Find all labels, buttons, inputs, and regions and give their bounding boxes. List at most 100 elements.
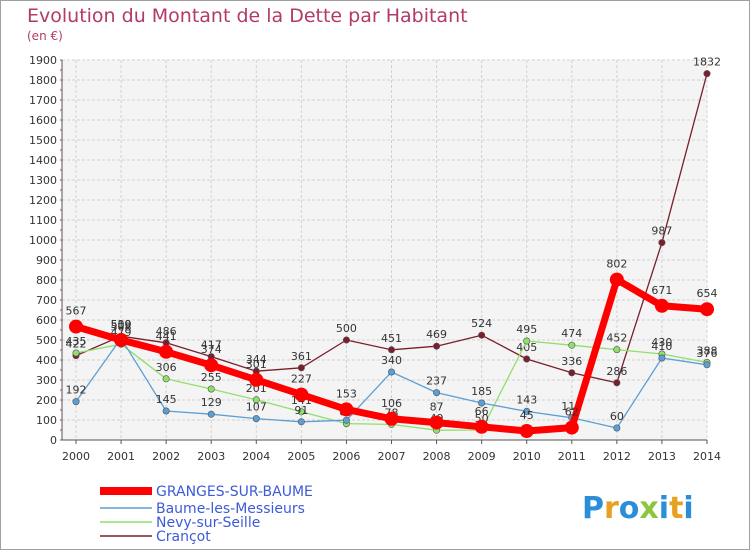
data-point-1 (658, 354, 666, 362)
data-label-2: 388 (697, 344, 718, 357)
data-point-1 (478, 399, 486, 407)
data-point-0 (564, 420, 579, 435)
data-point-0 (339, 402, 354, 417)
data-point-1 (252, 415, 260, 423)
data-label-1: 91 (294, 404, 308, 417)
data-point-3 (342, 336, 350, 344)
data-label-3: 451 (381, 332, 402, 345)
y-tick-label: 1900 (29, 54, 57, 67)
y-tick-label: 100 (36, 414, 57, 427)
y-tick-label: 900 (36, 254, 57, 267)
data-label-3: 500 (336, 322, 357, 335)
legend-label-1: Baume-les-Messieurs (156, 501, 305, 517)
data-label-2: 430 (651, 336, 672, 349)
brand-letter: i (683, 491, 693, 526)
data-point-1 (387, 368, 395, 376)
y-tick-label: 300 (36, 374, 57, 387)
chart-title: Evolution du Montant de la Dette par Hab… (27, 5, 468, 27)
x-tick-label: 2014 (693, 450, 721, 463)
data-label-0: 66 (475, 405, 489, 418)
data-label-1: 185 (471, 385, 492, 398)
y-tick-label: 600 (36, 314, 57, 327)
data-point-1 (703, 361, 711, 369)
data-label-0: 301 (246, 358, 267, 371)
data-point-0 (114, 333, 129, 347)
y-tick-label: 1200 (29, 194, 57, 207)
legend-label-2: Nevy-sur-Seille (156, 515, 260, 531)
data-label-1: 237 (426, 375, 447, 388)
data-point-2 (162, 375, 170, 383)
data-point-1 (613, 424, 621, 432)
y-tick-label: 0 (50, 434, 57, 447)
data-point-3 (523, 355, 531, 363)
data-point-2 (297, 408, 305, 416)
brand-letter: x (639, 491, 658, 526)
y-tick-label: 1000 (29, 234, 57, 247)
data-label-2: 306 (156, 361, 177, 374)
data-point-3 (658, 239, 666, 247)
y-tick-label: 1300 (29, 174, 57, 187)
data-label-0: 441 (156, 330, 177, 343)
y-tick-label: 400 (36, 354, 57, 367)
data-point-2 (252, 396, 260, 404)
x-tick-label: 2008 (423, 450, 451, 463)
y-unit-label: (en €) (27, 29, 63, 43)
data-point-0 (294, 387, 309, 402)
brand-logo: Proxiti (582, 491, 694, 526)
data-label-0: 45 (520, 409, 534, 422)
x-tick-label: 2011 (558, 450, 586, 463)
x-tick-label: 2009 (468, 450, 496, 463)
data-point-0 (249, 372, 264, 387)
y-tick-label: 700 (36, 294, 57, 307)
y-tick-label: 1700 (29, 94, 57, 107)
data-point-3 (433, 342, 441, 350)
y-tick-label: 1400 (29, 154, 57, 167)
y-tick-label: 200 (36, 394, 57, 407)
data-point-3 (568, 369, 576, 377)
data-point-2 (72, 349, 80, 357)
data-label-0: 567 (66, 305, 87, 318)
x-tick-label: 2004 (242, 450, 270, 463)
data-label-1: 60 (610, 410, 624, 423)
data-point-0 (654, 298, 669, 313)
data-label-0: 87 (430, 401, 444, 414)
data-label-1: 340 (381, 354, 402, 367)
data-point-1 (162, 407, 170, 415)
data-point-3 (478, 331, 486, 339)
data-label-1: 107 (246, 401, 267, 414)
x-tick-label: 2012 (603, 450, 631, 463)
data-point-3 (703, 70, 711, 78)
data-label-0: 671 (651, 284, 672, 297)
data-label-3: 469 (426, 328, 447, 341)
brand-letter: r (604, 491, 619, 526)
y-tick-label: 1500 (29, 134, 57, 147)
data-point-3 (387, 346, 395, 354)
data-label-3: 987 (651, 225, 672, 238)
data-label-1: 129 (201, 396, 222, 409)
data-point-2 (613, 346, 621, 354)
data-label-3: 524 (471, 317, 492, 330)
data-point-0 (429, 415, 444, 430)
data-point-1 (342, 416, 350, 424)
x-tick-label: 2000 (62, 450, 90, 463)
brand-letter: P (582, 491, 604, 526)
data-label-1: 410 (651, 340, 672, 353)
data-point-0 (159, 344, 174, 359)
data-label-3: 519 (111, 318, 132, 331)
legend-label-0: GRANGES-SUR-BAUME (156, 484, 313, 500)
y-tick-label: 800 (36, 274, 57, 287)
brand-letter: i (659, 491, 669, 526)
data-label-3: 486 (156, 325, 177, 338)
data-label-1: 192 (66, 384, 87, 397)
x-tick-label: 2005 (287, 450, 315, 463)
data-point-0 (474, 419, 489, 434)
x-tick-label: 2001 (107, 450, 135, 463)
data-point-0 (700, 302, 714, 317)
data-point-0 (609, 272, 624, 287)
data-label-0: 500 (111, 318, 132, 331)
x-tick-label: 2006 (332, 450, 360, 463)
legend-label-3: Crançot (156, 529, 211, 545)
data-label-1: 143 (516, 393, 537, 406)
x-tick-label: 2007 (378, 450, 406, 463)
